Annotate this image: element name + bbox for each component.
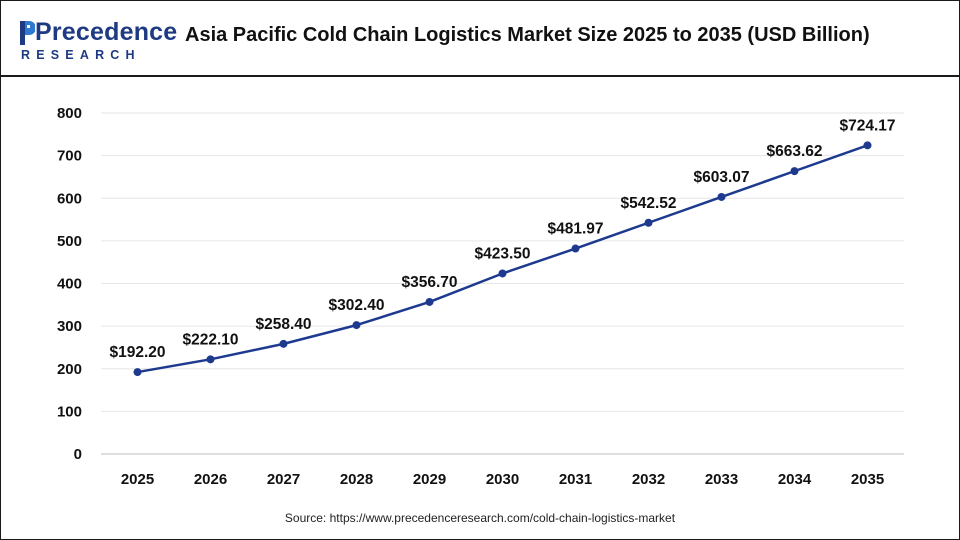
data-point [498,269,507,278]
x-tick-label: 2034 [778,471,812,488]
data-label: $724.17 [839,117,895,134]
x-tick-label: 2032 [632,471,665,488]
x-axis-ticks: 2025 2026 2027 2028 2029 2030 2031 2032 2033 2034… [121,471,884,488]
y-tick-label: 0 [74,446,82,463]
data-point [863,141,872,150]
y-tick-label: 500 [57,233,82,250]
data-label: $258.40 [255,316,311,333]
y-tick-label: 400 [57,276,82,293]
data-label: $542.52 [620,195,676,212]
x-tick-label: 2025 [121,471,154,488]
x-tick-label: 2029 [413,471,446,488]
series-group: $192.20 $222.10 $258.40 $302.40 $356.70 $423.… [109,117,896,377]
data-point [133,368,142,377]
header: Precedence RESEARCH Asia Pacific Cold Ch… [1,1,959,75]
data-label: $302.40 [328,297,384,314]
x-tick-label: 2030 [486,471,519,488]
x-tick-label: 2031 [559,471,592,488]
x-tick-label: 2027 [267,471,300,488]
data-point [717,192,726,201]
data-label: $222.10 [182,331,238,348]
grid-lines [101,112,904,455]
x-tick-label: 2035 [851,471,884,488]
data-point [790,167,799,176]
data-point [279,339,288,348]
y-tick-label: 300 [57,318,82,335]
page-title: Asia Pacific Cold Chain Logistics Market… [185,24,870,46]
y-tick-label: 200 [57,361,82,378]
x-tick-label: 2033 [705,471,738,488]
precedence-research-logo: Precedence RESEARCH [19,13,177,65]
data-label: $603.07 [693,169,749,186]
data-label: $663.62 [766,143,822,160]
y-axis-ticks: 0 100 200 300 400 500 600 700 800 [57,105,82,463]
data-point [571,244,580,253]
logo-wordmark: Precedence [35,18,178,46]
data-point [352,321,361,330]
y-tick-label: 800 [57,105,82,122]
header-divider [1,75,959,77]
x-tick-label: 2028 [340,471,373,488]
logo-mark-icon [20,21,35,45]
source-note: Source: https://www.precedenceresearch.c… [284,511,676,525]
data-point [644,218,653,227]
data-label: $192.20 [109,344,165,361]
y-tick-label: 700 [57,148,82,165]
y-tick-label: 600 [57,190,82,207]
y-tick-label: 100 [57,403,82,420]
data-point [206,355,215,364]
logo-subtitle: RESEARCH [21,48,141,62]
data-label: $481.97 [547,221,603,238]
x-tick-label: 2026 [194,471,227,488]
data-label: $423.50 [474,245,530,262]
data-label: $356.70 [401,274,457,291]
data-point [425,297,434,306]
